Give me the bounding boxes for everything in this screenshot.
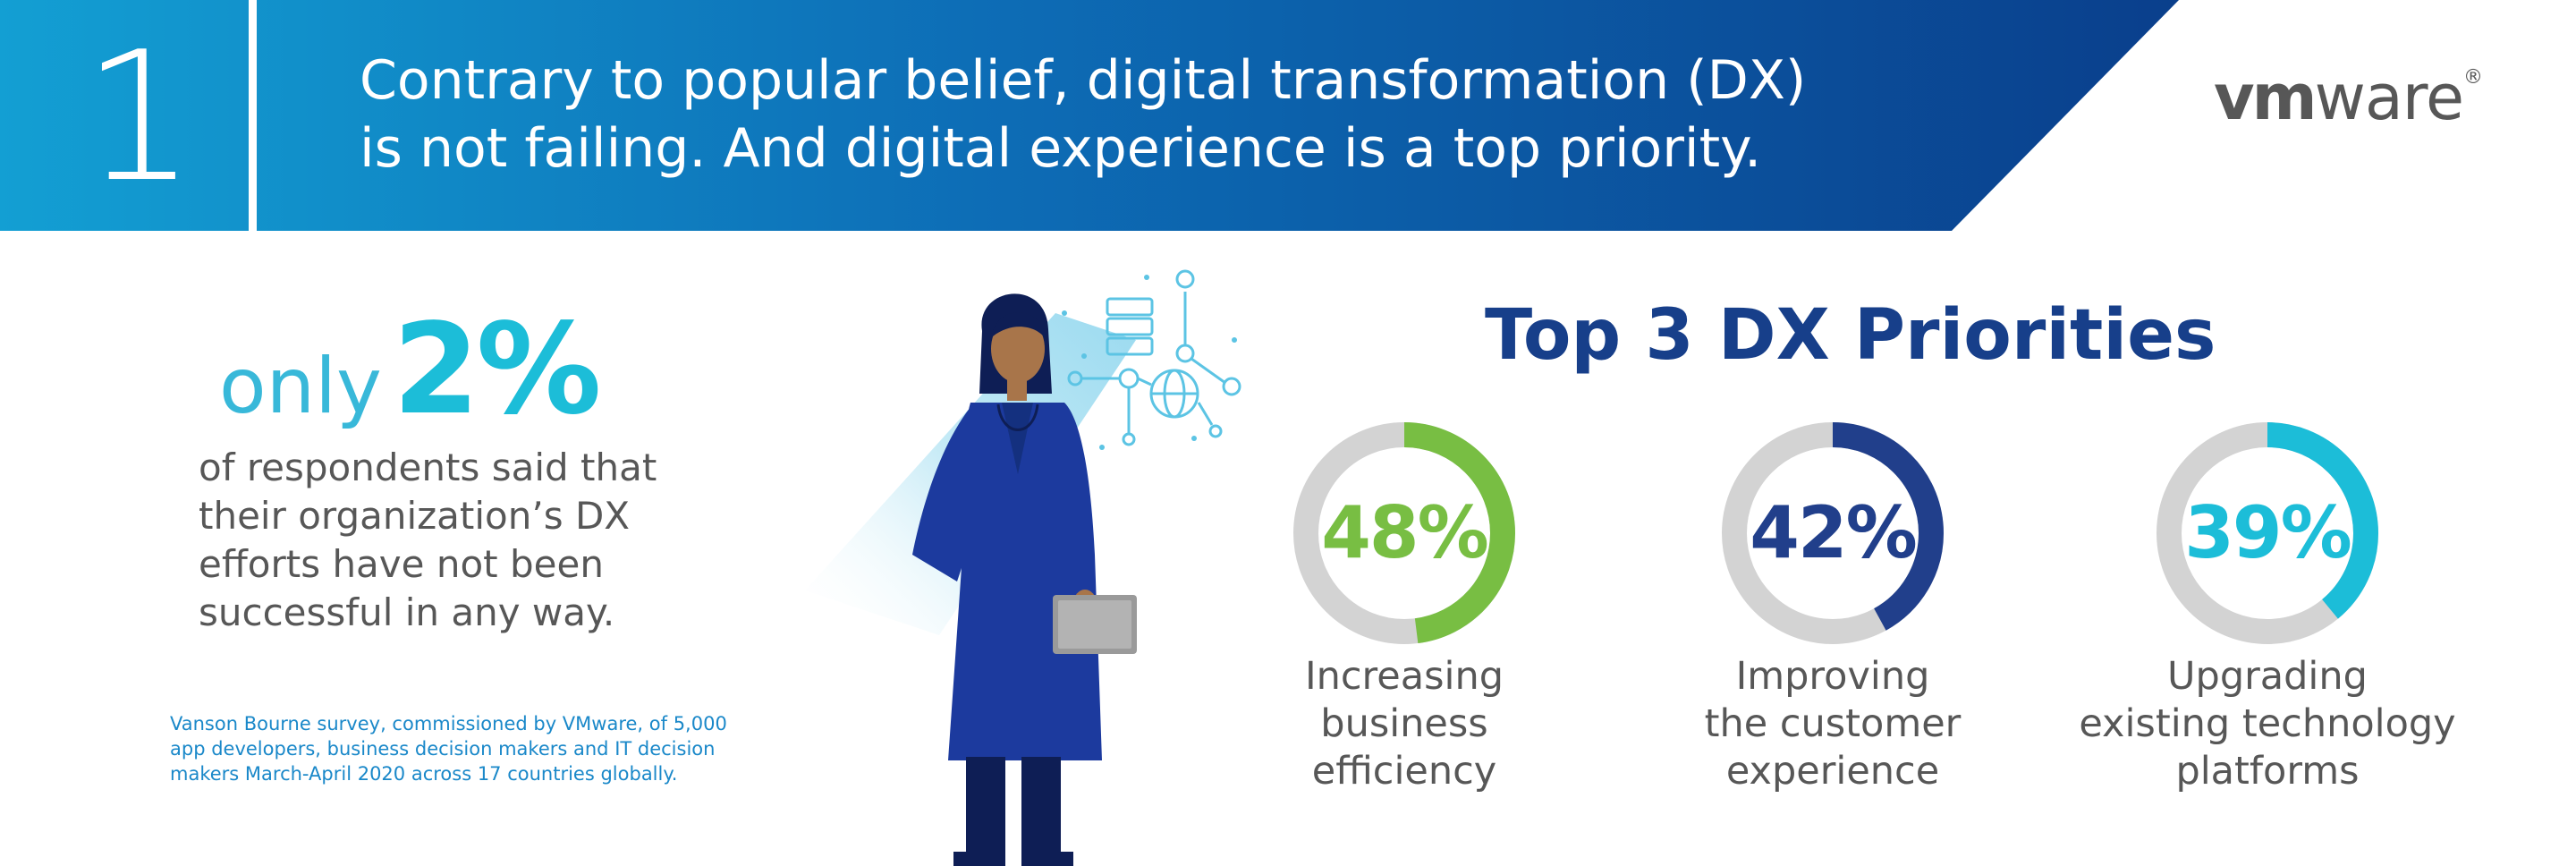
headline-line: is not failing. And digital experience i…: [360, 117, 1762, 180]
vmware-logo: vmware®: [2214, 61, 2483, 134]
footnote-line: app developers, business decision makers…: [170, 738, 716, 760]
step-number: 1: [82, 13, 197, 222]
footnote-line: makers March-April 2020 across 17 countr…: [170, 763, 678, 785]
priority-label-efficiency: Increasing business efficiency: [1304, 654, 1504, 794]
header-banner: 1 Contrary to popular belief, digital tr…: [0, 0, 2576, 231]
stat-description-line: efforts have not been: [199, 542, 604, 586]
priority-percent: 42%: [1750, 491, 1917, 574]
headline: Contrary to popular belief, digital tran…: [360, 47, 2014, 183]
footnote-line: Vanson Bourne survey, commissioned by VM…: [170, 713, 727, 734]
stat-highlight: only2%: [219, 297, 602, 443]
priority-percent: 48%: [1321, 491, 1488, 574]
ring-progress-arc: [2157, 422, 2378, 644]
stat-value: 2%: [392, 297, 602, 443]
priority-percent: 39%: [2184, 491, 2351, 574]
network-icon: [1067, 269, 1241, 446]
stat-description-line: their organization’s DX: [199, 494, 631, 538]
survey-footnote: Vanson Bourne survey, commissioned by VM…: [170, 711, 850, 786]
stat-description-line: successful in any way.: [199, 590, 615, 634]
ring-progress-arc: [1293, 422, 1515, 644]
stat-description: of respondents said that their organizat…: [199, 444, 735, 637]
stat-prefix: only: [219, 342, 382, 431]
woman-figure: [912, 293, 1102, 866]
priority-ring-efficiency: 48%: [1288, 417, 1521, 650]
priority-ring-technology: 39%: [2151, 417, 2384, 650]
priority-ring-customer: 42%: [1716, 417, 1949, 650]
headline-line: Contrary to popular belief, digital tran…: [360, 49, 1807, 112]
priorities-title: Top 3 DX Priorities: [1485, 295, 2216, 376]
businesswoman-illustration: [805, 269, 1241, 866]
stat-description-line: of respondents said that: [199, 446, 657, 489]
priority-label-technology: Upgrading existing technology platforms: [2079, 654, 2456, 794]
priority-label-customer: Improving the customer experience: [1704, 654, 1962, 794]
header-divider: [249, 0, 257, 231]
header-background: [0, 0, 2179, 231]
ring-progress-arc: [1722, 422, 1944, 644]
